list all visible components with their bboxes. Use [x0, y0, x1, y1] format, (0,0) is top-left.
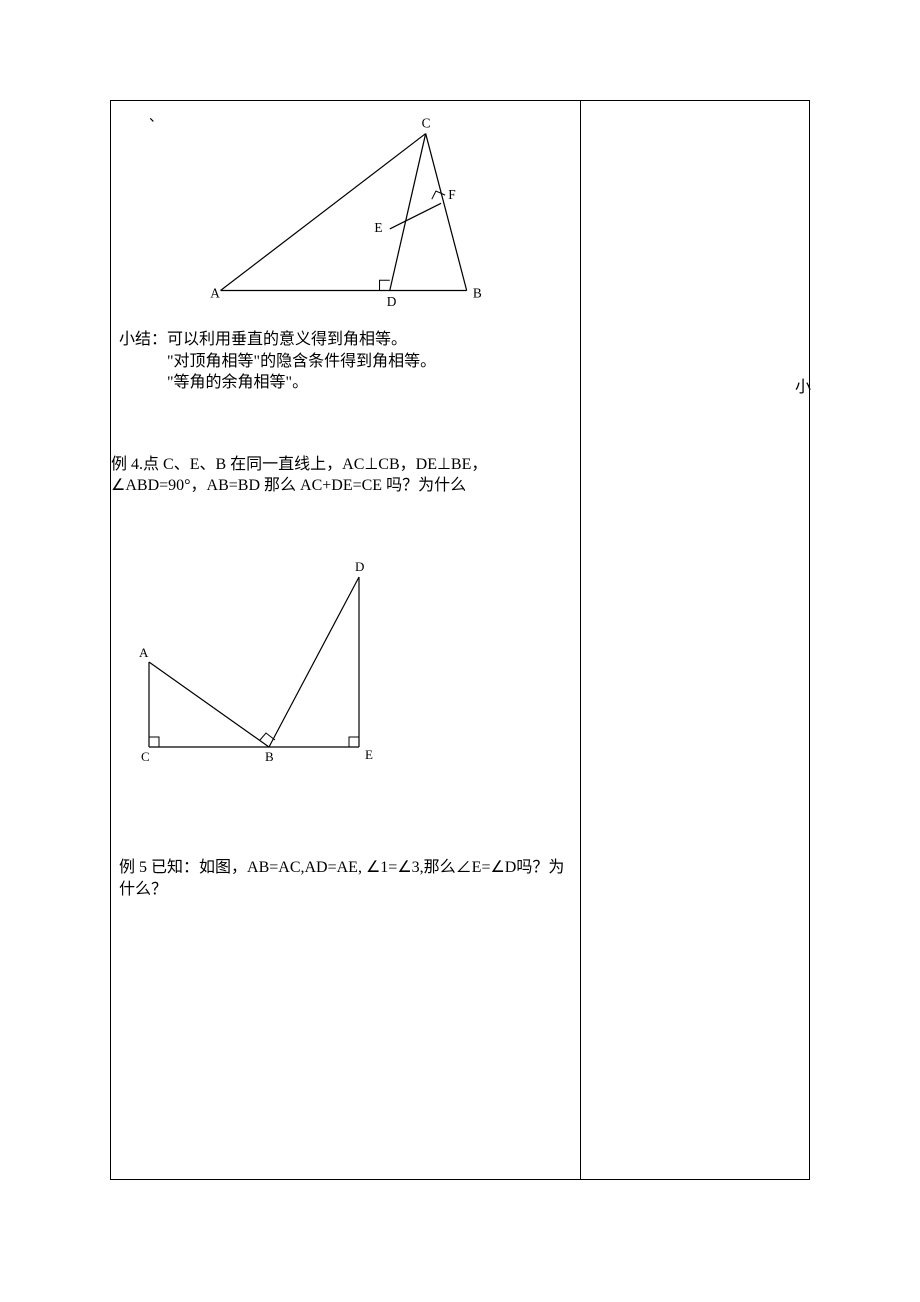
svg-text:E: E: [374, 220, 382, 235]
summary-line-3: "等角的余角相等"。: [119, 372, 572, 394]
svg-text:A: A: [210, 286, 220, 301]
svg-text:D: D: [355, 559, 364, 574]
svg-text:E: E: [365, 747, 373, 762]
content-table: 、 A B D C E F 小结：可以利用垂直的意义得到角相等。 "对顶角相等"的隐含条件…: [110, 100, 810, 1180]
svg-text:C: C: [141, 749, 150, 764]
example-4-prefix: 例 4.: [111, 456, 143, 473]
stray-char: 小: [795, 373, 811, 397]
summary-line-2: "对顶角相等"的隐含条件得到角相等。: [119, 351, 572, 373]
example-4-text: 点 C、E、B 在同一直线上，AC⊥CB，DE⊥BE，∠ABD=90°，AB=B…: [111, 456, 487, 495]
diagram-1: A B D C E F: [209, 111, 509, 311]
svg-text:F: F: [448, 187, 455, 202]
svg-text:B: B: [265, 749, 274, 764]
svg-text:B: B: [473, 286, 482, 301]
right-column: 小: [581, 101, 809, 1179]
summary-heading: 小结：可以利用垂直的意义得到角相等。: [119, 329, 572, 351]
svg-text:A: A: [139, 645, 149, 660]
page: 、 A B D C E F 小结：可以利用垂直的意义得到角相等。 "对顶角相等"的隐含条件…: [0, 0, 920, 1302]
diagram-2: C B E A D: [129, 537, 389, 767]
example-4: 例 4.点 C、E、B 在同一直线上，AC⊥CB，DE⊥BE，∠ABD=90°，…: [111, 454, 572, 497]
tick-mark: 、: [149, 109, 163, 128]
example-5-text: 已知：如图，AB=AC,AD=AE, ∠1=∠3,那么∠E=∠D吗？为什么？: [119, 859, 564, 898]
example-5: 例 5 已知：如图，AB=AC,AD=AE, ∠1=∠3,那么∠E=∠D吗？为什…: [119, 857, 572, 900]
svg-text:D: D: [387, 294, 397, 309]
left-column: 、 A B D C E F 小结：可以利用垂直的意义得到角相等。 "对顶角相等"的隐含条件…: [111, 101, 581, 1179]
svg-text:C: C: [422, 115, 431, 130]
example-5-prefix: 例 5: [119, 859, 151, 876]
